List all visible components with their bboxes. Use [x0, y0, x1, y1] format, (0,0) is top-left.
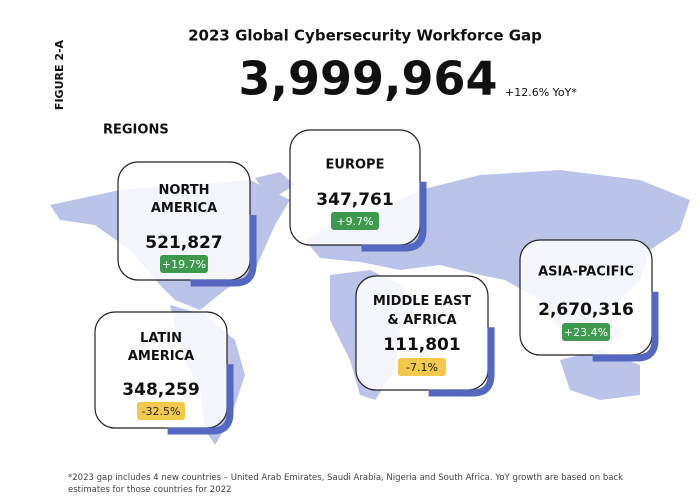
region-change: +9.7%	[336, 215, 373, 228]
region-value: 348,259	[122, 380, 199, 400]
footnote: *2023 gap includes 4 new countries – Uni…	[68, 473, 624, 495]
change-badge	[398, 358, 446, 376]
region-value: 111,801	[383, 335, 460, 355]
region-bracket	[190, 215, 257, 287]
total-change: +12.6% YoY*	[505, 86, 577, 99]
region-value: 521,827	[145, 233, 222, 253]
region-name: ASIA-PACIFIC	[538, 265, 634, 280]
title: 2023 Global Cybersecurity Workforce Gap	[188, 27, 542, 45]
region-value: 347,761	[316, 190, 393, 210]
region-name: EUROPE	[326, 158, 385, 173]
change-badge	[137, 402, 185, 420]
total: 3,999,964	[239, 52, 498, 106]
region-change: +19.7%	[162, 258, 206, 271]
region-change: -32.5%	[142, 405, 181, 418]
region-bracket	[428, 327, 495, 397]
region-name: LATIN AMERICA	[128, 331, 194, 364]
region-bracket	[361, 181, 427, 252]
region-value: 2,670,316	[538, 300, 634, 320]
change-badge	[331, 212, 379, 230]
region-change: -7.1%	[406, 361, 438, 374]
region-change: +23.4%	[564, 326, 608, 339]
change-badge	[160, 255, 208, 273]
region-name: NORTH AMERICA	[151, 183, 217, 216]
regions-label: REGIONS	[103, 123, 169, 138]
region-name: MIDDLE EAST & AFRICA	[373, 294, 471, 328]
change-badge	[562, 323, 610, 341]
region-bracket	[167, 364, 234, 435]
figure-label: FIGURE 2-A	[53, 39, 66, 110]
region-bracket	[592, 291, 659, 362]
